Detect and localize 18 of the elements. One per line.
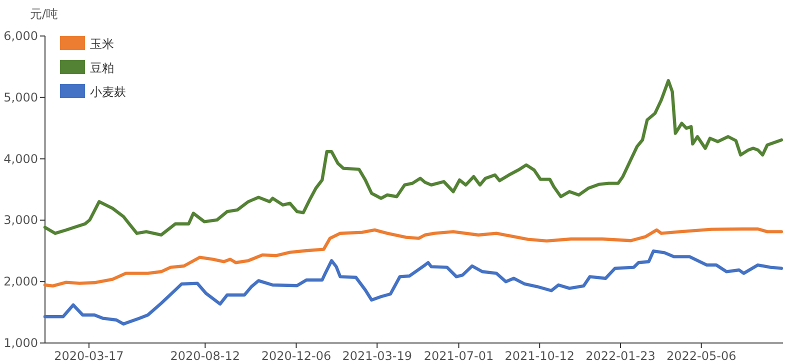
y-tick-label: 1,000: [4, 336, 38, 350]
x-tick-label: 2020-12-06: [261, 349, 332, 363]
x-tick-label: 2021-03-19: [342, 349, 412, 363]
x-tick-label: 2022-05-06: [666, 349, 736, 363]
y-tick-label: 5,000: [4, 90, 38, 104]
x-tick-label: 2022-01-23: [586, 349, 656, 363]
y-tick-label: 2,000: [4, 274, 38, 289]
y-tick-label: 6,000: [4, 29, 38, 43]
y-tick-label: 3,000: [4, 213, 38, 228]
legend-label: 豆粕: [90, 61, 114, 75]
x-tick-label: 2020-08-12: [170, 349, 240, 363]
legend-label: 小麦麸: [90, 85, 126, 99]
legend-label: 玉米: [90, 37, 114, 51]
x-tick-label: 2020-03-17: [54, 349, 124, 363]
x-tick-label: 2021-07-01: [424, 349, 494, 363]
y-axis-title: 元/吨: [30, 7, 58, 21]
x-tick-label: 2021-10-12: [504, 349, 574, 363]
y-tick-label: 4,000: [4, 152, 38, 166]
